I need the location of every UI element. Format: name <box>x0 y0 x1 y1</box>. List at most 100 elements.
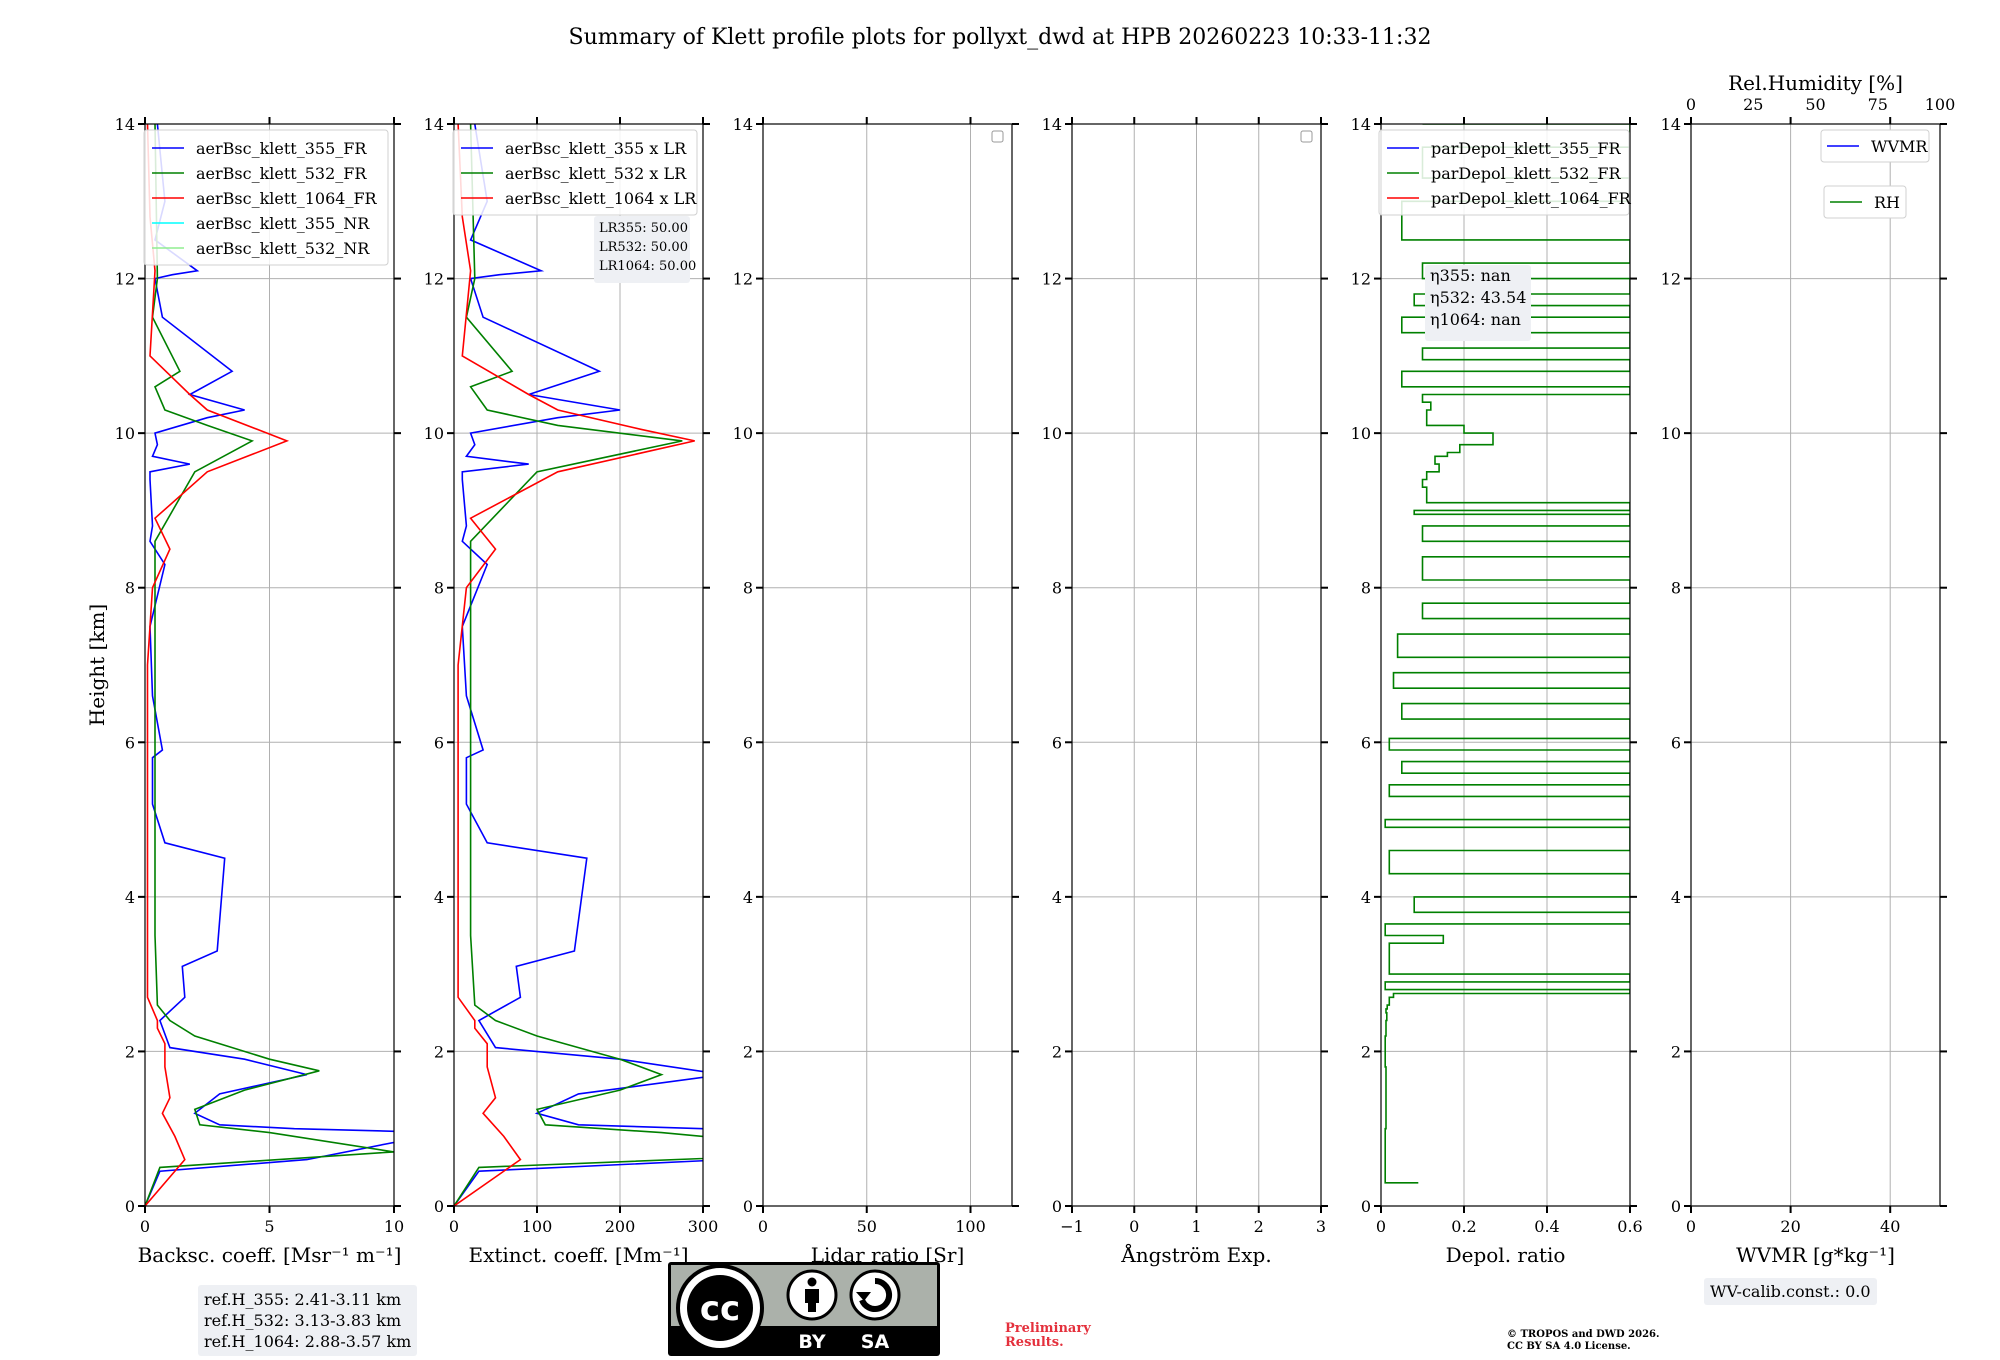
y-tick-label: 4 <box>1052 888 1062 907</box>
by-label: BY <box>798 1331 825 1353</box>
x-tick-label: 0.2 <box>1451 1217 1476 1236</box>
y-tick-label: 8 <box>1671 579 1681 598</box>
y-tick-label: 4 <box>1361 888 1371 907</box>
y-tick-label: 2 <box>1052 1042 1062 1061</box>
legend-label: aerBsc_klett_532 x LR <box>505 164 687 183</box>
y-tick-label: 10 <box>733 424 753 443</box>
y-tick-label: 14 <box>115 115 135 134</box>
x-top-tick-label: 25 <box>1743 95 1763 114</box>
annotation-text: η1064: nan <box>1430 310 1521 329</box>
wv-calibration-text: WV-calib.const.: 0.0 <box>1710 1282 1871 1301</box>
preliminary-line-1: Preliminary <box>1005 1321 1091 1336</box>
x-tick-label: 0 <box>140 1217 150 1236</box>
legend-label: aerBsc_klett_355_FR <box>196 139 367 158</box>
x-tick-label: 0 <box>1129 1217 1139 1236</box>
y-tick-label: 14 <box>424 115 444 134</box>
x-axis-label: WVMR [g*kg⁻¹] <box>1736 1243 1895 1267</box>
y-tick-label: 14 <box>1351 115 1371 134</box>
x-tick-label: 100 <box>955 1217 986 1236</box>
y-tick-label: 10 <box>115 424 135 443</box>
y-tick-label: 8 <box>1052 579 1062 598</box>
copyright-note: © TROPOS and DWD 2026. CC BY SA 4.0 Lice… <box>1507 1329 1659 1353</box>
x-tick-label: 0.4 <box>1534 1217 1559 1236</box>
x-tick-label: 10 <box>384 1217 404 1236</box>
panel-ext: 0 100 200 300 0 2 4 6 8 10 12 14 Extinct. coeff. [Mm… <box>424 115 719 1267</box>
y-tick-label: 10 <box>424 424 444 443</box>
y-tick-label: 0 <box>125 1197 135 1216</box>
legend-box <box>1820 129 1930 163</box>
x-tick-label: 300 <box>688 1217 719 1236</box>
legend-label: WVMR <box>1871 137 1928 156</box>
x-tick-label: 20 <box>1780 1217 1800 1236</box>
x-tick-label: 0 <box>1376 1217 1386 1236</box>
ref-height-532: ref.H_532: 3.13-3.83 km <box>204 1311 402 1330</box>
y-tick-label: 6 <box>743 733 753 752</box>
legend-box <box>1823 185 1907 219</box>
annotation-text: LR1064: 50.00 <box>599 259 696 274</box>
legend-label: parDepol_klett_1064_FR <box>1431 189 1632 208</box>
axes-frame <box>1690 123 1941 1207</box>
series-line-aerBsc_klett_355 x LR <box>454 124 703 1206</box>
y-tick-label: 10 <box>1042 424 1062 443</box>
x-tick-label: 0 <box>1686 1217 1696 1236</box>
copyright-line-2: CC BY SA 4.0 License. <box>1507 1341 1631 1352</box>
y-tick-label: 14 <box>1661 115 1681 134</box>
legend-label: aerBsc_klett_355_NR <box>196 214 370 233</box>
y-tick-label: 12 <box>424 270 444 289</box>
axes-frame <box>1380 123 1631 1207</box>
legend-label: parDepol_klett_355_FR <box>1431 139 1622 158</box>
preliminary-results-note: Preliminary Results. <box>1005 1322 1091 1350</box>
y-tick-label: 2 <box>743 1042 753 1061</box>
legend-label: aerBsc_klett_355 x LR <box>505 139 687 158</box>
y-tick-label: 12 <box>733 270 753 289</box>
x-tick-label: 200 <box>605 1217 636 1236</box>
y-tick-label: 0 <box>743 1197 753 1216</box>
x-tick-label: −1 <box>1060 1217 1084 1236</box>
x-tick-label: 0 <box>758 1217 768 1236</box>
y-tick-label: 2 <box>434 1042 444 1061</box>
x-top-axis-label: Rel.Humidity [%] <box>1728 71 1903 95</box>
x-tick-label: 0 <box>449 1217 459 1236</box>
y-tick-label: 6 <box>125 733 135 752</box>
y-tick-label: 2 <box>125 1042 135 1061</box>
cc-label: cc <box>700 1289 740 1329</box>
x-tick-label: 100 <box>522 1217 553 1236</box>
sa-label: SA <box>861 1331 890 1353</box>
y-axis-label: Height [km] <box>85 604 109 726</box>
figure-title: Summary of Klett profile plots for polly… <box>569 25 1432 50</box>
y-tick-label: 0 <box>1361 1197 1371 1216</box>
empty-legend-box <box>991 130 1004 143</box>
y-tick-label: 2 <box>1671 1042 1681 1061</box>
x-top-tick-label: 50 <box>1805 95 1825 114</box>
y-tick-label: 14 <box>733 115 753 134</box>
y-tick-label: 12 <box>115 270 135 289</box>
y-tick-label: 0 <box>434 1197 444 1216</box>
y-tick-label: 10 <box>1351 424 1371 443</box>
legend-label: aerBsc_klett_1064 x LR <box>505 189 697 208</box>
annotation-text: η355: nan <box>1430 266 1511 285</box>
y-tick-label: 12 <box>1351 270 1371 289</box>
series-line-aerBsc_klett_355_FR <box>145 124 394 1206</box>
legend-box <box>1378 129 1630 216</box>
y-tick-label: 8 <box>743 579 753 598</box>
attribution-head <box>807 1277 817 1287</box>
panel-wv: 0 20 40 0 2 4 6 8 10 12 14 WVMR [g*kg⁻¹] 0 25 50 75 100 R… <box>1661 71 1956 1267</box>
legend-label: parDepol_klett_532_FR <box>1431 164 1622 183</box>
panel-bsc: 0 5 10 0 2 4 6 8 10 12 14 Backsc. coeff. [Msr⁻¹ m⁻¹… <box>85 115 404 1267</box>
legend-box <box>143 129 389 266</box>
x-top-tick-label: 75 <box>1868 95 1888 114</box>
x-tick-label: 40 <box>1880 1217 1900 1236</box>
series-line-parDepol_klett_532_FR <box>1384 124 1630 1184</box>
series-line-aerBsc_klett_532 x LR <box>454 124 703 1206</box>
preliminary-line-2: Results. <box>1005 1335 1064 1350</box>
y-tick-label: 4 <box>743 888 753 907</box>
series-line-aerBsc_klett_532_FR <box>145 124 394 1206</box>
x-axis-label: Extinct. coeff. [Mm⁻¹] <box>468 1243 688 1267</box>
y-tick-label: 6 <box>1052 733 1062 752</box>
ref-height-355: ref.H_355: 2.41-3.11 km <box>204 1290 402 1309</box>
share-alike-arrow <box>856 1292 871 1301</box>
y-tick-label: 6 <box>1361 733 1371 752</box>
legend-label: aerBsc_klett_532_NR <box>196 239 370 258</box>
